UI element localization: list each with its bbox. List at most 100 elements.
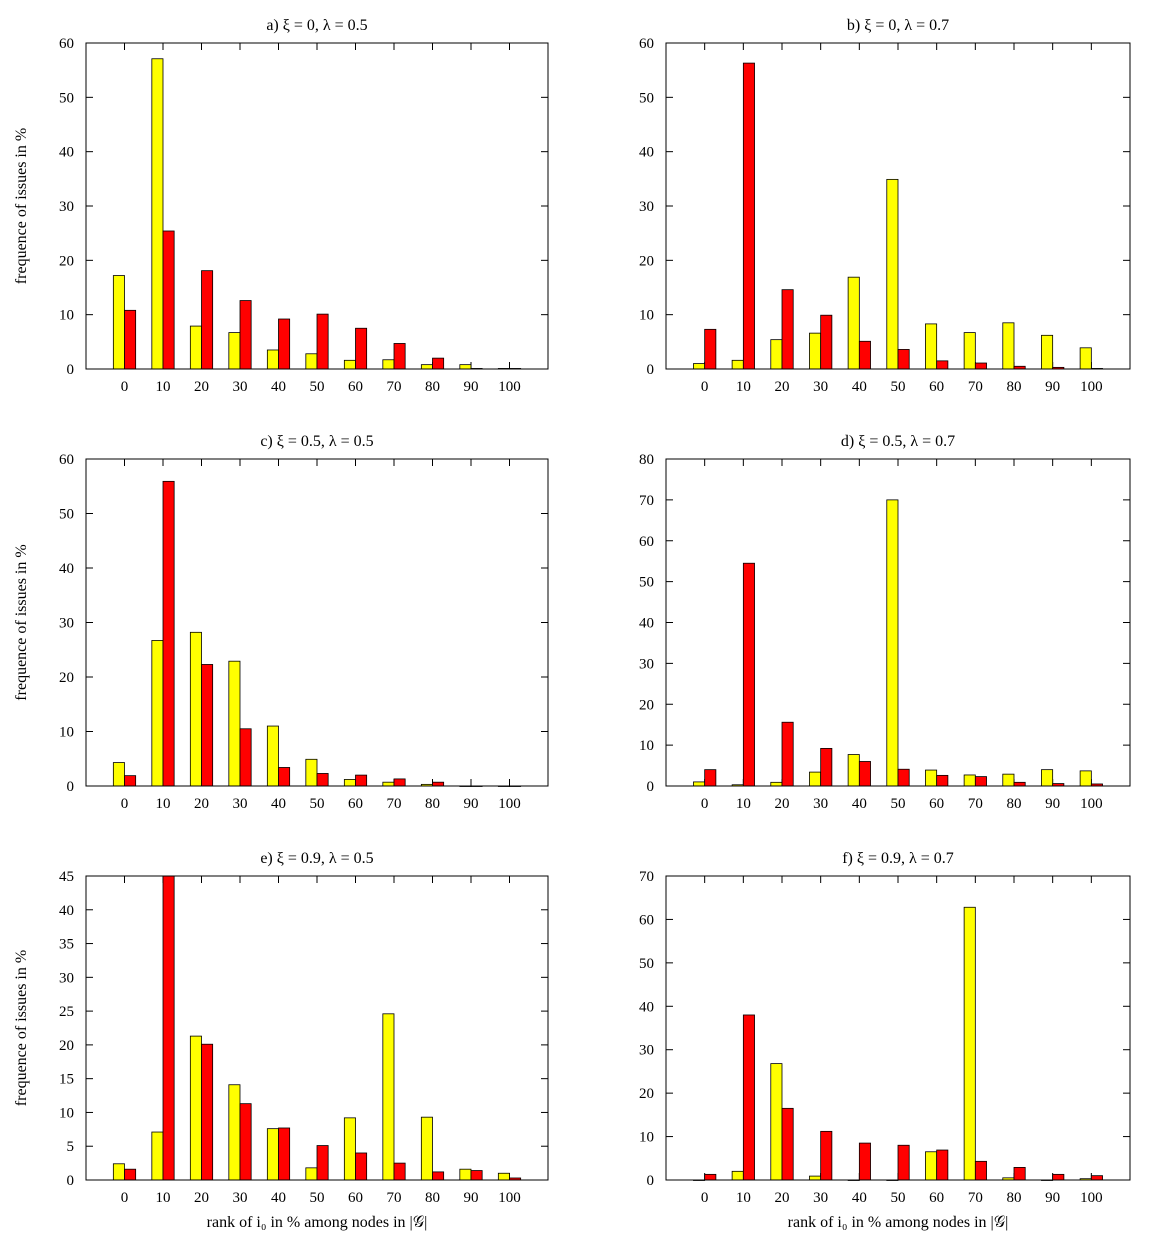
x-axis-label: rank of i₀ in % among nodes in |𝒢| — [207, 1214, 428, 1231]
bar-red — [936, 774, 949, 787]
bar-red — [278, 1127, 291, 1181]
x-tick-label: 20 — [194, 796, 209, 812]
x-tick-label: 10 — [736, 1190, 751, 1206]
x-tick-label: 0 — [701, 796, 709, 812]
bar-red — [1052, 1173, 1065, 1181]
y-tick-label: 60 — [639, 912, 654, 928]
x-tick-label: 60 — [348, 1190, 363, 1206]
y-tick-label: 10 — [639, 1130, 654, 1146]
bar-yellow — [343, 1117, 356, 1181]
x-tick-label: 60 — [929, 1190, 944, 1206]
y-tick-label: 50 — [639, 575, 654, 591]
bar-yellow — [228, 332, 241, 370]
chart-title: a) ξ = 0, λ = 0.5 — [266, 17, 367, 34]
x-tick-label: 80 — [1007, 379, 1022, 395]
y-tick-label: 70 — [639, 493, 654, 509]
bar-red — [355, 1152, 368, 1181]
bar-yellow — [266, 725, 279, 787]
y-tick-label: 0 — [647, 779, 655, 795]
x-tick-label: 0 — [121, 379, 129, 395]
y-tick-label: 60 — [639, 534, 654, 550]
x-tick-label: 40 — [852, 796, 867, 812]
bar-yellow — [382, 781, 395, 787]
bar-yellow — [266, 349, 279, 370]
y-tick-label: 80 — [639, 452, 654, 468]
x-tick-label: 0 — [121, 1190, 129, 1206]
bar-yellow — [189, 631, 202, 787]
bar-red — [201, 1043, 214, 1181]
bar-red — [278, 318, 291, 370]
chart-title: f) ξ = 0.9, λ = 0.7 — [842, 850, 954, 867]
y-tick-label: 40 — [59, 561, 74, 577]
x-axis-label: rank of i₀ in % among nodes in |𝒢| — [788, 1214, 1009, 1231]
bar-red — [858, 1142, 871, 1181]
bar-yellow — [847, 754, 860, 787]
x-tick-label: 70 — [387, 796, 402, 812]
x-tick-label: 30 — [233, 796, 248, 812]
x-tick-label: 20 — [775, 379, 790, 395]
plot-frame — [665, 42, 1131, 370]
bar-red — [781, 1107, 794, 1181]
x-tick-label: 90 — [464, 1190, 479, 1206]
x-tick-label: 0 — [701, 1190, 709, 1206]
y-tick-label: 20 — [59, 253, 74, 269]
y-tick-label: 5 — [67, 1139, 75, 1155]
y-tick-label: 50 — [639, 90, 654, 106]
bar-red — [316, 773, 329, 787]
bar-red — [316, 313, 329, 370]
y-tick-label: 20 — [639, 253, 654, 269]
x-tick-label: 20 — [775, 796, 790, 812]
y-axis-label: frequence of issues in % — [13, 950, 30, 1106]
plot-frame — [85, 458, 549, 787]
x-tick-label: 30 — [233, 1190, 248, 1206]
bar-yellow — [693, 363, 706, 370]
bar-red — [936, 360, 949, 370]
x-tick-label: 10 — [736, 796, 751, 812]
chart-0: a) ξ = 0, λ = 0.5 frequence of issues in … — [13, 17, 549, 395]
y-tick-label: 60 — [59, 452, 74, 468]
bar-red — [124, 775, 137, 787]
bar-red — [239, 1103, 252, 1181]
bar-yellow — [925, 323, 938, 370]
bar-red — [239, 728, 252, 787]
bar-yellow — [420, 1116, 433, 1181]
y-tick-label: 0 — [647, 362, 655, 378]
x-tick-label: 60 — [929, 796, 944, 812]
x-tick-label: 70 — [387, 1190, 402, 1206]
bar-red — [704, 328, 717, 370]
bar-yellow — [1041, 769, 1054, 787]
x-tick-label: 80 — [1007, 796, 1022, 812]
bar-yellow — [1079, 347, 1092, 370]
y-tick-label: 10 — [639, 738, 654, 754]
x-tick-label: 70 — [968, 1190, 983, 1206]
x-tick-label: 80 — [425, 796, 440, 812]
x-tick-label: 30 — [813, 796, 828, 812]
x-tick-label: 70 — [968, 379, 983, 395]
x-tick-label: 30 — [233, 379, 248, 395]
bar-red — [432, 781, 445, 787]
bar-red — [432, 357, 445, 370]
x-tick-label: 100 — [498, 796, 521, 812]
y-tick-label: 40 — [639, 145, 654, 161]
bar-red — [704, 1173, 717, 1181]
y-tick-label: 40 — [59, 903, 74, 919]
y-tick-label: 30 — [59, 616, 74, 632]
x-tick-label: 40 — [271, 796, 286, 812]
bar-red — [1090, 1175, 1103, 1181]
x-tick-label: 100 — [498, 379, 521, 395]
bar-red — [897, 768, 910, 787]
bar-yellow — [731, 1170, 744, 1181]
x-tick-label: 0 — [121, 796, 129, 812]
chart-title: e) ξ = 0.9, λ = 0.5 — [260, 850, 373, 867]
x-tick-label: 90 — [1045, 796, 1060, 812]
x-tick-label: 20 — [775, 1190, 790, 1206]
x-tick-label: 90 — [1045, 379, 1060, 395]
x-tick-label: 30 — [813, 379, 828, 395]
bar-yellow — [305, 1167, 318, 1181]
bar-red — [897, 349, 910, 370]
y-tick-label: 30 — [639, 199, 654, 215]
y-tick-label: 0 — [67, 1173, 75, 1189]
chart-3: d) ξ = 0.5, λ = 0.7 0 10 20 30 40 50 60 70 80 0 10 2… — [639, 433, 1131, 812]
bar-yellow — [963, 332, 976, 370]
bar-yellow — [151, 58, 164, 370]
